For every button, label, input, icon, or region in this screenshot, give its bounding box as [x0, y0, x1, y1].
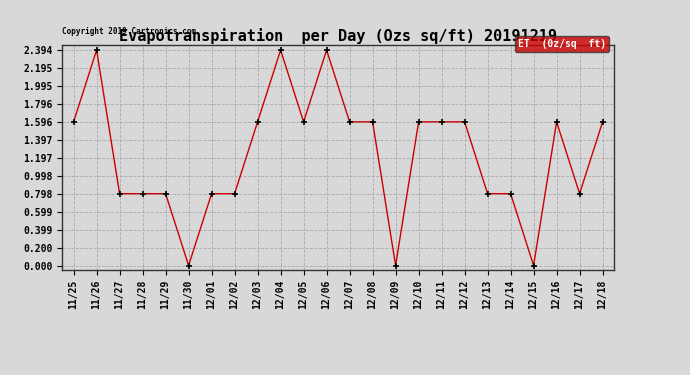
Legend: ET  (0z/sq  ft): ET (0z/sq ft) [515, 36, 609, 52]
Text: Copyright 2019 Cartronics.com: Copyright 2019 Cartronics.com [62, 27, 196, 36]
Title: Evapotranspiration  per Day (Ozs sq/ft) 20191219: Evapotranspiration per Day (Ozs sq/ft) 2… [119, 28, 557, 44]
